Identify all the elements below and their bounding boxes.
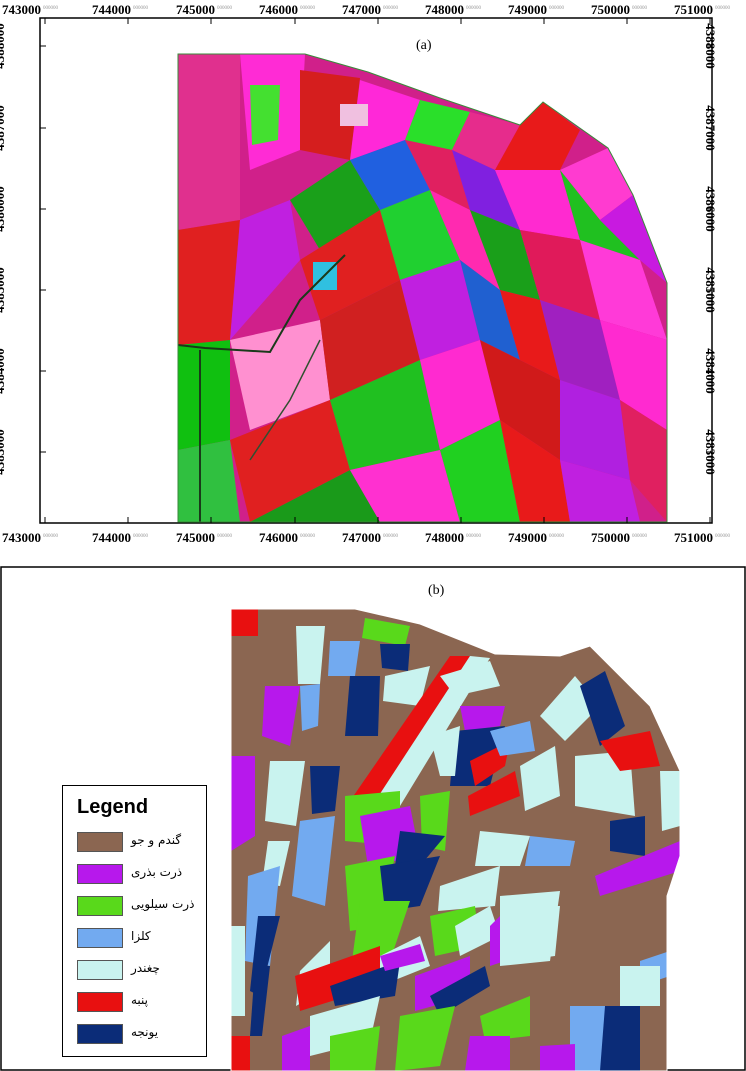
legend-swatch	[77, 1024, 123, 1044]
x-tick-top: 750000 000000	[591, 2, 647, 17]
x-tick-top: 747000 000000	[342, 2, 398, 17]
satellite-image-panel: (a) 743000 000000 744000 000000 745000 0000…	[0, 2, 730, 545]
x-tick-bottom: 748000 000000	[425, 530, 481, 545]
panel-a-caption: (a)	[416, 38, 432, 53]
y-tick-left: 4388000	[0, 23, 7, 69]
legend-item: ذرت بذری	[77, 862, 202, 886]
legend-swatch	[77, 896, 123, 916]
x-tick-top: 744000 000000	[92, 2, 148, 17]
x-tick-top: 746000 000000	[259, 2, 315, 17]
x-tick-top: 748000 000000	[425, 2, 481, 17]
y-tick-right: 4383000	[702, 429, 718, 475]
crop-classes	[231, 609, 680, 1071]
y-tick-left: 4385000	[0, 267, 7, 313]
x-tick-top: 749000 000000	[508, 2, 564, 17]
legend-label: چغندر	[131, 961, 160, 975]
legend-label: پنبه	[131, 993, 149, 1007]
y-tick-left: 4387000	[0, 105, 7, 151]
map-frame	[39, 17, 713, 524]
y-tick-right: 4385000	[702, 267, 718, 313]
legend-label: یونجه	[131, 1025, 159, 1039]
legend-swatch	[77, 832, 123, 852]
x-tick-bottom: 751000 000000	[674, 530, 730, 545]
x-tick-bottom: 745000 000000	[176, 530, 232, 545]
x-tick-top: 751000 000000	[674, 2, 730, 17]
y-tick-right: 4388000	[702, 23, 718, 69]
legend-item: یونجه	[77, 1022, 202, 1046]
x-tick-bottom: 750000 000000	[591, 530, 647, 545]
legend-item: گندم و جو	[77, 830, 202, 854]
satellite-map	[39, 17, 713, 524]
map-legend: Legend گندم و جو ذرت بذری ذرت سیلویی کلزا چغ…	[62, 785, 207, 1057]
legend-label: کلزا	[131, 929, 151, 943]
x-tick-top: 743000 000000	[2, 2, 58, 17]
legend-item: ذرت سیلویی	[77, 894, 202, 918]
legend-title: Legend	[77, 796, 149, 818]
x-tick-bottom: 746000 000000	[259, 530, 315, 545]
legend-swatch	[77, 928, 123, 948]
y-tick-left: 4386000	[0, 186, 7, 232]
y-tick-right: 4386000	[702, 186, 718, 232]
x-tick-bottom: 747000 000000	[342, 530, 398, 545]
legend-swatch	[77, 864, 123, 884]
y-tick-left: 4383000	[0, 429, 7, 475]
classification-map-panel: (b) Legend گندم و جو ذرت بذری ذرت سیلویی کل…	[0, 566, 746, 1071]
y-tick-right: 4384000	[702, 348, 718, 394]
x-tick-top: 745000 000000	[176, 2, 232, 17]
legend-item: کلزا	[77, 926, 202, 950]
x-tick-bottom: 749000 000000	[508, 530, 564, 545]
legend-label: ذرت بذری	[131, 865, 183, 879]
legend-swatch	[77, 992, 123, 1012]
legend-item: چغندر	[77, 958, 202, 982]
satellite-imagery	[178, 54, 667, 522]
y-tick-left: 4384000	[0, 348, 7, 394]
legend-label: گندم و جو	[131, 833, 182, 847]
legend-item: پنبه	[77, 990, 202, 1014]
classification-map	[0, 566, 746, 1071]
y-tick-right: 4387000	[702, 105, 718, 151]
legend-label: ذرت سیلویی	[131, 897, 195, 911]
x-tick-bottom: 743000 000000	[2, 530, 58, 545]
frame-ticks	[40, 18, 712, 523]
legend-swatch	[77, 960, 123, 980]
x-tick-bottom: 744000 000000	[92, 530, 148, 545]
panel-b-caption: (b)	[428, 583, 445, 598]
